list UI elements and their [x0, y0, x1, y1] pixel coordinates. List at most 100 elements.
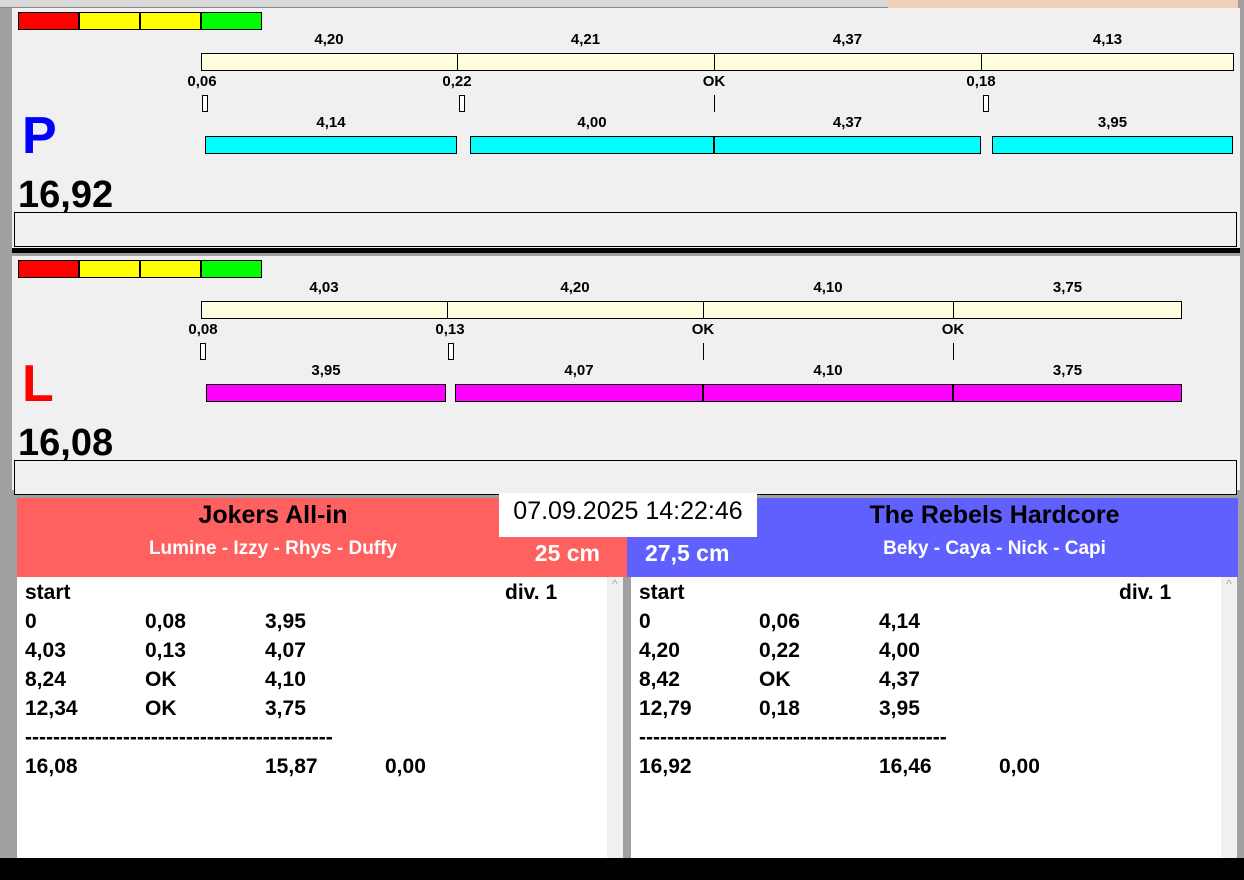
- gap-marker: [459, 95, 465, 112]
- throw-bar: [714, 136, 981, 154]
- list-cell: 3,95: [265, 610, 306, 633]
- team-right-name: The Rebels Hardcore: [869, 501, 1120, 529]
- panel-total: 16,92: [18, 174, 114, 216]
- gap-label: 0,13: [435, 321, 465, 338]
- list-cell: 0: [25, 610, 37, 633]
- segment-label: 4,20: [314, 31, 344, 48]
- panel-0: [12, 8, 1240, 248]
- list-cell: OK: [145, 668, 177, 691]
- scrollbar[interactable]: ^: [1221, 577, 1237, 858]
- team-left-distance: 25 cm: [534, 540, 600, 566]
- panel-total: 16,08: [18, 422, 114, 464]
- total-cell: 16,08: [25, 755, 78, 778]
- gap-marker: [200, 343, 206, 360]
- throw-bar: [992, 136, 1233, 154]
- gap-label: 0,22: [442, 73, 472, 90]
- list-separator: ----------------------------------------…: [639, 726, 947, 749]
- scrollbar[interactable]: ^: [607, 577, 623, 858]
- total-cell: 15,87: [265, 755, 318, 778]
- bar-divider: [953, 301, 954, 319]
- gap-marker-line: [953, 343, 954, 360]
- list-cell: 0,06: [759, 610, 800, 633]
- panel-letter: L: [22, 355, 54, 413]
- team-0-score-list[interactable]: start div. 1 0 0,08 3,95 4,03 0,13 4,07 8,24 OK 4,…: [17, 577, 607, 858]
- division-label: div. 1: [1119, 581, 1172, 604]
- gap-label: 0,06: [187, 73, 217, 90]
- reference-bar: [201, 301, 1182, 319]
- list-cell: 0: [639, 610, 651, 633]
- segment-label: 4,13: [1092, 31, 1123, 48]
- list-cell: 0,18: [759, 697, 800, 720]
- panel-info-box: [14, 212, 1237, 247]
- list-cell: 8,24: [25, 668, 66, 691]
- team-right-distance: 27,5 cm: [645, 540, 730, 566]
- segment-label: 3,75: [1052, 279, 1083, 296]
- gap-label: 0,08: [188, 321, 218, 338]
- list-cell: 0,08: [145, 610, 186, 633]
- scroll-up-icon[interactable]: ^: [612, 577, 618, 591]
- list-cell: 4,37: [879, 668, 920, 691]
- gap-marker: [202, 95, 208, 112]
- total-cell: 0,00: [999, 755, 1040, 778]
- team-1-score-list[interactable]: start div. 1 0 0,06 4,14 4,20 0,22 4,00 8,42 OK 4,…: [631, 577, 1221, 858]
- bar-divider: [981, 53, 982, 71]
- list-separator: ----------------------------------------…: [25, 726, 333, 749]
- bar-divider: [457, 53, 458, 71]
- indicator-yellow: [79, 260, 140, 278]
- throw-bar: [703, 384, 953, 402]
- throw-bar: [470, 136, 714, 154]
- total-cell: 16,92: [639, 755, 692, 778]
- indicator-yellow: [140, 260, 201, 278]
- gap-marker: [983, 95, 989, 112]
- gap-label: OK: [702, 73, 726, 90]
- throw-label: 4,00: [577, 114, 607, 131]
- list-cell: 4,07: [265, 639, 306, 662]
- panel-1: [12, 256, 1240, 490]
- list-cell: 4,10: [265, 668, 306, 691]
- segment-label: 4,20: [560, 279, 590, 296]
- list-cell: 0,13: [145, 639, 186, 662]
- segment-label: 4,37: [832, 31, 863, 48]
- total-cell: 16,46: [879, 755, 932, 778]
- throw-bar: [455, 384, 703, 402]
- indicator-red: [18, 12, 79, 30]
- panel-letter: P: [22, 107, 57, 165]
- panel-info-box: [14, 460, 1237, 495]
- indicator-yellow: [140, 12, 201, 30]
- indicator-yellow: [79, 12, 140, 30]
- total-cell: 0,00: [385, 755, 426, 778]
- list-cell: 8,42: [639, 668, 680, 691]
- list-cell: 4,20: [639, 639, 680, 662]
- gap-label: 0,18: [966, 73, 996, 90]
- segment-label: 4,10: [813, 279, 843, 296]
- throw-label: 3,95: [311, 362, 341, 379]
- indicator-green: [201, 12, 262, 30]
- throw-label: 4,10: [813, 362, 843, 379]
- team-left-name: Jokers All-in: [198, 501, 348, 529]
- segment-label: 4,03: [309, 279, 339, 296]
- list-cell: 4,00: [879, 639, 920, 662]
- throw-label: 4,37: [832, 114, 863, 131]
- list-cell: OK: [759, 668, 791, 691]
- gap-marker: [448, 343, 454, 360]
- gap-label: OK: [691, 321, 715, 338]
- throw-bar: [206, 384, 446, 402]
- list-cell: 12,34: [25, 697, 78, 720]
- list-cell: 4,14: [879, 610, 920, 633]
- scroll-up-icon[interactable]: ^: [1226, 577, 1232, 591]
- list-cell: 4,03: [25, 639, 66, 662]
- panel-divider: [12, 248, 1240, 253]
- throw-label: 4,07: [564, 362, 594, 379]
- gap-label: OK: [941, 321, 965, 338]
- indicator-green: [201, 260, 262, 278]
- throw-bar: [205, 136, 457, 154]
- division-label: div. 1: [505, 581, 558, 604]
- team-left-players: Lumine - Izzy - Rhys - Duffy: [148, 538, 398, 559]
- indicator-red: [18, 260, 79, 278]
- gap-marker-line: [714, 95, 715, 112]
- bar-divider: [714, 53, 715, 71]
- list-cell: 12,79: [639, 697, 692, 720]
- tab-strip[interactable]: [0, 0, 888, 8]
- list-header: start: [639, 581, 685, 604]
- reference-bar: [201, 53, 1234, 71]
